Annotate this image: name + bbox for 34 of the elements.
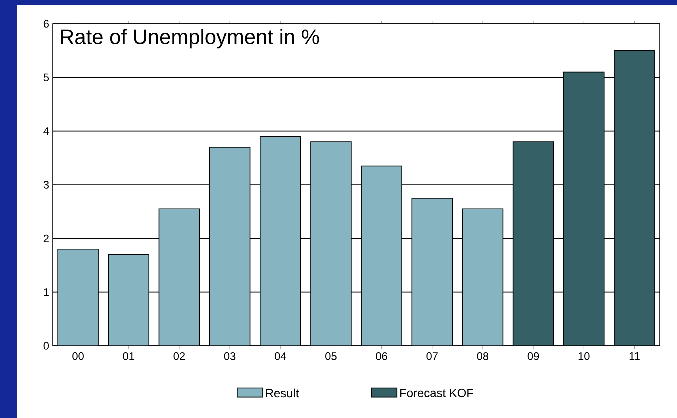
x-tick-label: 11: [630, 352, 640, 360]
x-tick-label: 01: [123, 352, 134, 360]
y-tick-label: 5: [44, 74, 50, 82]
bar: [108, 254, 150, 346]
y-tick-label: 2: [44, 234, 49, 242]
x-tick-label: 03: [224, 352, 236, 360]
bar: [58, 249, 99, 346]
y-tick-label: 0: [44, 342, 50, 350]
x-tick-label: 04: [274, 352, 286, 360]
bar: [310, 142, 352, 346]
bar: [260, 136, 302, 346]
x-tick-label: 09: [528, 352, 540, 360]
x-tick-label: 00: [72, 352, 84, 360]
bar: [512, 142, 554, 346]
y-tick-label: 4: [44, 128, 50, 136]
x-tick-label: 06: [376, 352, 388, 360]
x-tick-label: 10: [578, 352, 590, 360]
bar: [361, 166, 402, 346]
x-tick-label: 07: [426, 352, 438, 360]
y-tick-label: 6: [44, 20, 49, 28]
x-tick-label: 02: [174, 352, 186, 360]
x-tick-label: 05: [326, 352, 337, 360]
x-tick-label: 08: [477, 352, 489, 360]
bar: [412, 198, 454, 346]
chart-title: Rate of Unemployment in %: [61, 29, 320, 49]
legend-label: Forecast KOF: [400, 388, 474, 398]
bar: [158, 208, 200, 346]
bar: [614, 50, 656, 346]
legend-label: Result: [266, 388, 300, 398]
y-tick-label: 3: [44, 181, 49, 189]
bar: [462, 208, 504, 346]
bar: [209, 147, 251, 346]
y-tick-label: 1: [44, 288, 49, 296]
bar: [564, 72, 605, 346]
